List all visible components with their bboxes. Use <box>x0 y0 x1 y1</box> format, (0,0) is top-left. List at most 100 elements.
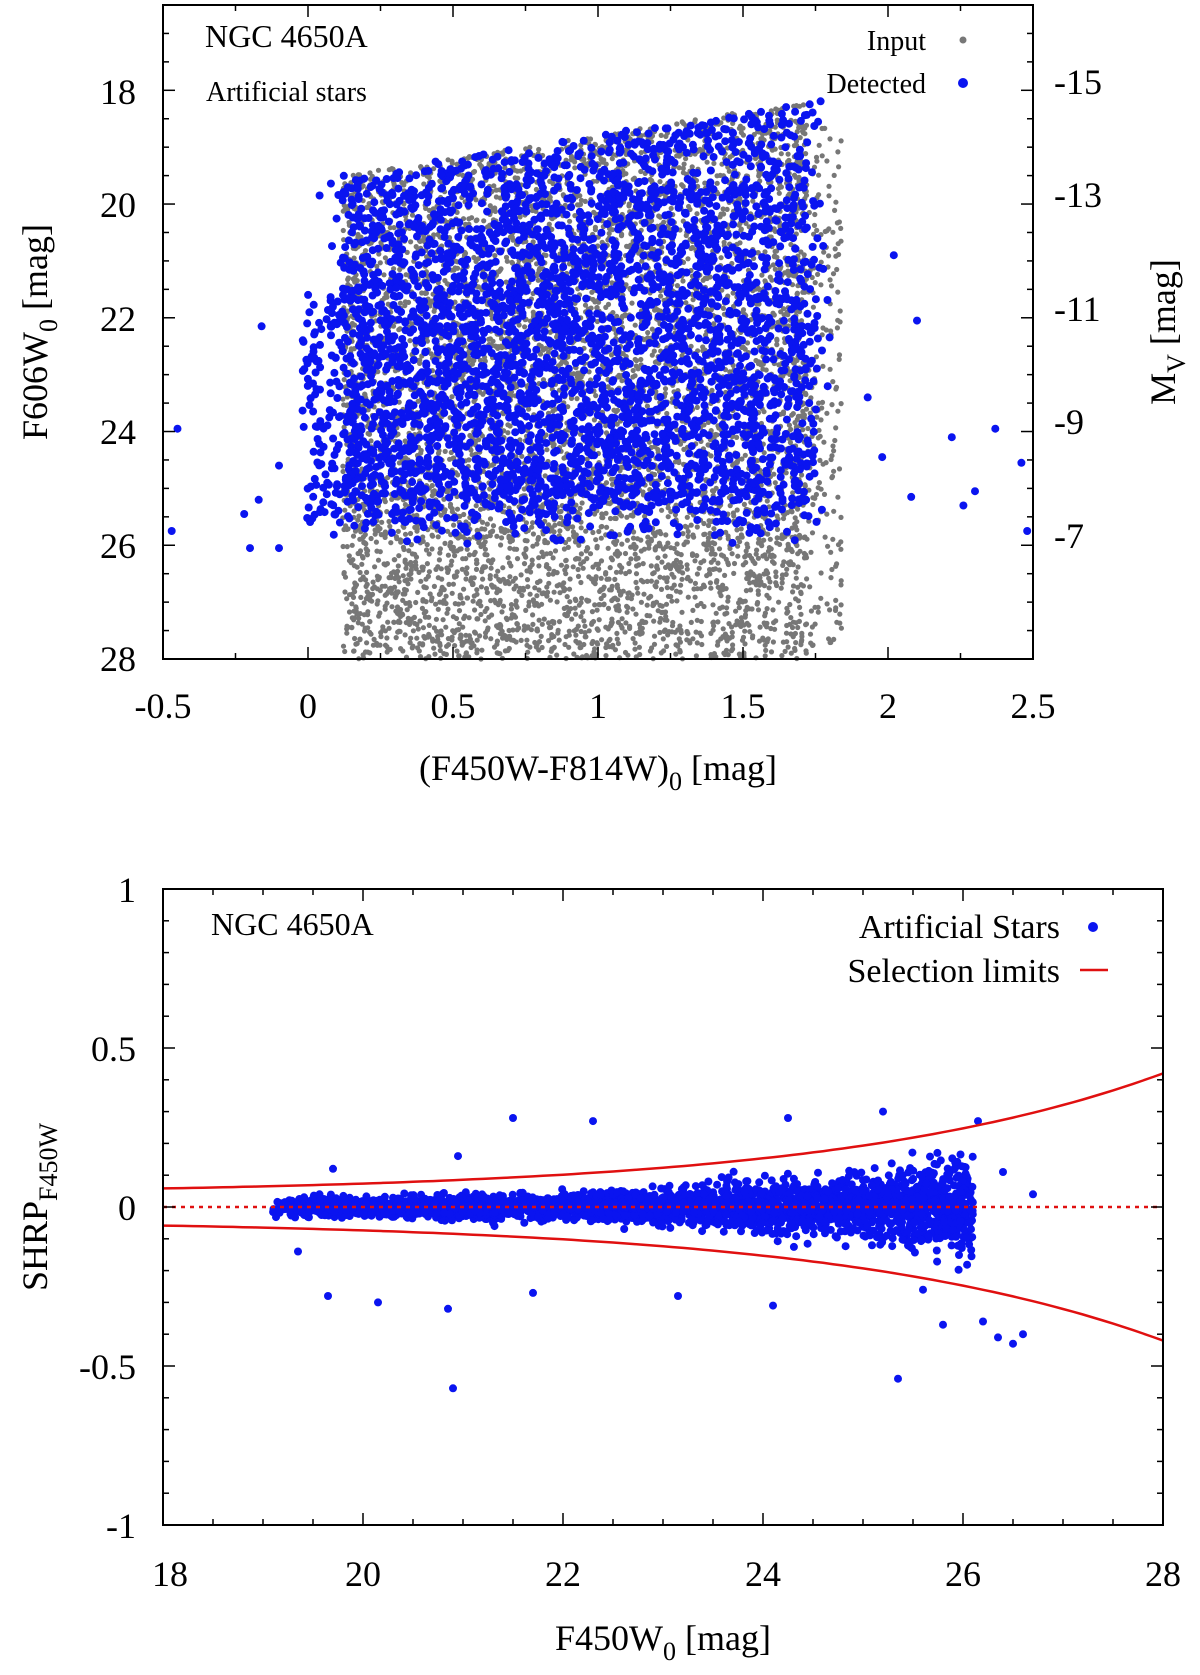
input-star-point <box>741 501 748 507</box>
input-star-point <box>678 564 685 570</box>
input-star-point <box>690 297 696 303</box>
input-star-point <box>471 168 478 175</box>
input-star-point <box>466 615 472 621</box>
input-star-point <box>447 501 454 507</box>
input-star-point <box>342 648 348 655</box>
input-star-point <box>659 609 665 616</box>
input-star-point <box>367 618 373 625</box>
input-star-point <box>690 607 696 614</box>
input-star-point <box>546 620 552 626</box>
input-star-point <box>448 546 454 552</box>
input-star-point <box>767 274 773 280</box>
input-star-point <box>581 156 587 162</box>
input-star-point <box>398 539 404 545</box>
input-star-point <box>688 522 694 528</box>
input-star-point <box>773 580 779 586</box>
input-star-point <box>736 651 743 657</box>
input-star-point <box>617 562 623 569</box>
input-star-point <box>382 530 388 536</box>
input-star-point <box>763 647 769 654</box>
input-star-point <box>509 259 515 265</box>
input-star-point <box>418 450 424 456</box>
input-star-point <box>638 356 644 363</box>
input-star-point <box>675 627 681 633</box>
input-star-point <box>523 607 529 614</box>
input-star-point <box>487 203 493 209</box>
input-star-point <box>500 603 507 609</box>
input-star-point <box>704 547 710 553</box>
input-star-point <box>403 272 409 278</box>
input-star-point <box>796 532 803 539</box>
input-star-point <box>632 322 638 328</box>
input-star-point <box>495 568 501 574</box>
input-star-point <box>694 640 700 646</box>
input-star-point <box>487 576 493 582</box>
input-star-point <box>606 230 612 237</box>
input-star-point <box>406 548 412 554</box>
input-star-point <box>642 513 648 520</box>
input-star-point <box>711 623 717 629</box>
input-star-point <box>393 635 399 641</box>
input-star-point <box>502 527 508 533</box>
input-star-point <box>614 636 620 642</box>
input-star-point <box>785 151 791 157</box>
input-star-point <box>786 422 793 428</box>
input-star-point <box>580 609 586 615</box>
input-star-point <box>730 642 736 648</box>
input-star-point <box>633 556 639 562</box>
input-star-point <box>375 369 381 375</box>
input-star-point <box>375 557 382 563</box>
input-star-point <box>684 576 690 582</box>
input-star-point <box>536 563 542 569</box>
input-star-point <box>454 569 460 575</box>
input-star-point <box>666 629 672 635</box>
input-star-point <box>688 619 694 626</box>
input-star-point <box>755 599 761 606</box>
input-star-point <box>639 258 645 264</box>
input-star-point <box>694 571 701 577</box>
input-star-point <box>466 216 472 222</box>
input-star-point <box>466 552 473 558</box>
input-star-point <box>341 377 347 383</box>
input-star-point <box>419 605 425 612</box>
input-star-point <box>344 596 350 602</box>
input-star-point <box>551 619 557 625</box>
input-star-point <box>494 641 500 647</box>
input-star-point <box>712 541 718 547</box>
input-star-point <box>776 599 782 605</box>
input-star-point <box>584 456 590 462</box>
input-star-point <box>541 616 547 622</box>
input-star-point <box>641 546 648 552</box>
input-star-point <box>676 165 682 171</box>
input-star-point <box>647 613 653 619</box>
input-star-point <box>762 642 768 648</box>
input-star-point <box>454 648 460 654</box>
input-star-point <box>578 525 584 531</box>
input-star-point <box>535 534 542 541</box>
input-star-point <box>546 522 552 528</box>
input-star-point <box>402 502 408 508</box>
input-star-point <box>355 620 361 626</box>
input-star-point <box>452 574 458 580</box>
input-star-point <box>680 165 686 171</box>
input-star-point <box>407 530 414 537</box>
input-star-point <box>724 206 730 212</box>
input-star-point <box>750 633 756 639</box>
input-star-point <box>765 531 771 537</box>
input-star-point <box>739 637 746 643</box>
input-star-point <box>633 630 639 636</box>
input-star-point <box>725 598 731 604</box>
input-star-point <box>625 652 631 658</box>
input-star-point <box>729 551 735 557</box>
input-star-point <box>738 526 744 532</box>
input-star-point <box>652 533 658 539</box>
input-star-point <box>472 630 478 636</box>
input-star-point <box>400 648 406 654</box>
input-star-point <box>341 424 347 430</box>
input-star-point <box>464 595 470 601</box>
input-star-point <box>749 606 755 612</box>
input-star-point <box>787 439 794 446</box>
input-star-point <box>361 539 367 546</box>
input-star-point <box>589 620 595 626</box>
